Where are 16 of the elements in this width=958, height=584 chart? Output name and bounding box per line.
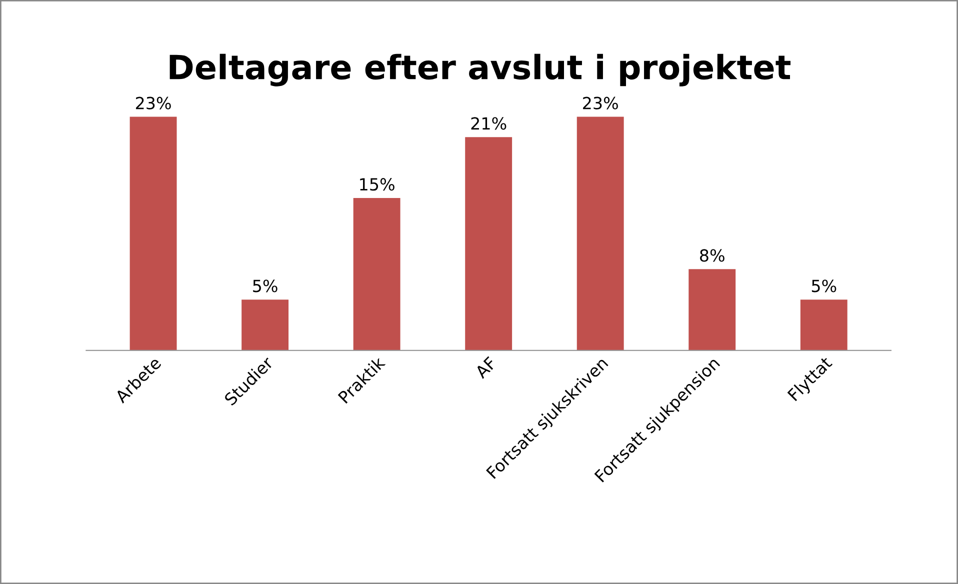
data-label: 8%	[700, 249, 724, 262]
bar	[800, 300, 848, 350]
data-label: 21%	[471, 117, 506, 130]
data-label: 23%	[583, 96, 618, 110]
chart-title: Deltagare efter avslut i projektet	[170, 54, 790, 86]
data-label: 5%	[253, 280, 278, 292]
bar	[465, 137, 512, 350]
data-label: 5%	[812, 280, 836, 292]
bar	[688, 269, 736, 350]
bar	[353, 198, 400, 350]
bar	[130, 116, 177, 350]
data-label: 15%	[360, 178, 394, 191]
data-label: 23%	[136, 96, 171, 110]
bar	[242, 300, 289, 350]
x-tick-label: AF	[474, 356, 497, 379]
bar	[576, 116, 624, 350]
